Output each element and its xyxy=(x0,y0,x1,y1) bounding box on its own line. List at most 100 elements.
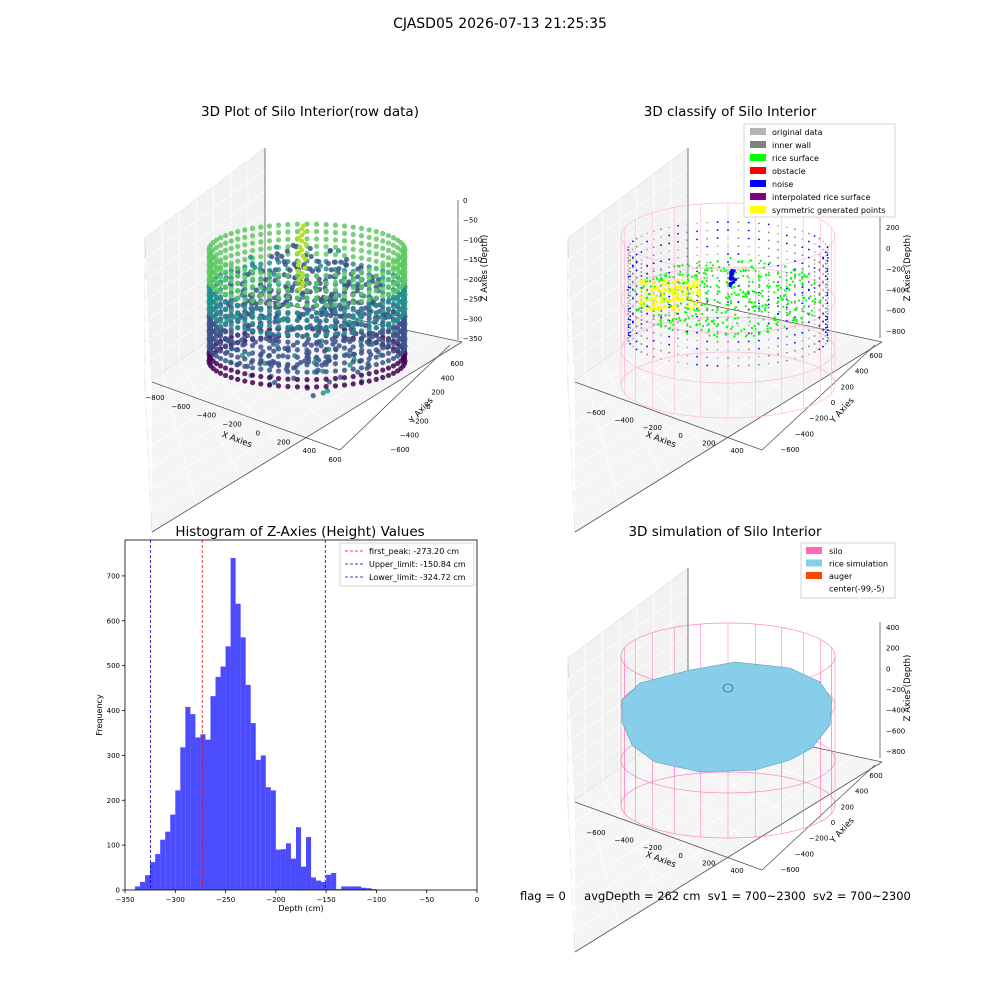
p2-point xyxy=(822,289,825,292)
p1-point xyxy=(366,326,372,332)
p2-point xyxy=(727,293,729,295)
p1-point xyxy=(385,358,392,364)
p3-bar xyxy=(295,827,301,890)
p1-point xyxy=(266,271,273,277)
p1-y-axis xyxy=(339,344,451,451)
p2-point xyxy=(824,262,827,265)
p1-z-tick: 0 xyxy=(463,197,467,205)
p4-grid-line xyxy=(619,768,707,871)
p2-point xyxy=(686,354,689,357)
p1-point xyxy=(235,236,241,242)
p1-point xyxy=(217,318,224,325)
p1-point xyxy=(249,357,256,364)
p1-point xyxy=(328,292,335,299)
p2-point xyxy=(813,327,816,329)
p1-point xyxy=(287,267,293,273)
p2-point xyxy=(686,314,689,317)
p1-point xyxy=(366,341,372,347)
p2-point xyxy=(795,320,798,323)
p2-point xyxy=(646,264,648,267)
p1-point xyxy=(285,295,291,301)
p1-point xyxy=(294,362,300,368)
p2-point xyxy=(808,272,810,275)
p1-point xyxy=(323,324,329,330)
p1-point xyxy=(344,256,350,263)
p2-grid-line xyxy=(567,169,689,260)
p2-point xyxy=(767,362,770,365)
p2-point xyxy=(703,303,706,306)
p2-point xyxy=(743,295,746,298)
p2-point xyxy=(810,309,813,312)
p1-point xyxy=(280,353,286,359)
p1-point xyxy=(350,254,356,260)
p1-point xyxy=(235,339,241,345)
p1-y-tick: −400 xyxy=(400,432,419,440)
p2-point xyxy=(777,345,779,348)
p2-point xyxy=(659,321,663,324)
p2-point xyxy=(753,309,756,313)
p2-point xyxy=(686,231,689,234)
p2-point xyxy=(696,355,698,358)
p3-x-tick: −150 xyxy=(317,896,336,904)
p2-point xyxy=(742,274,745,278)
p2-point xyxy=(627,284,630,286)
p2-point xyxy=(808,288,810,291)
p2-point xyxy=(757,276,761,279)
p2-point xyxy=(652,230,655,233)
p2-point xyxy=(729,300,733,303)
p1-point xyxy=(332,375,339,382)
p1-point xyxy=(316,258,322,265)
p1-point xyxy=(325,388,331,394)
p2-point xyxy=(822,273,825,276)
p2-point xyxy=(696,279,700,283)
p1-x-tick: 600 xyxy=(328,456,341,464)
p2-point xyxy=(631,328,634,331)
p2-point xyxy=(727,309,729,311)
p4-grid-line xyxy=(567,632,689,722)
p2-point xyxy=(705,297,708,301)
p2-point xyxy=(661,293,665,297)
p1-point xyxy=(341,375,348,381)
p2-point xyxy=(803,273,806,277)
p2-legend-swatch xyxy=(750,128,766,135)
p2-point xyxy=(629,291,632,294)
p2-point xyxy=(746,275,749,278)
p2-point xyxy=(777,288,780,291)
p2-point xyxy=(631,296,634,299)
p2-point xyxy=(785,271,788,274)
p1-point xyxy=(341,245,348,251)
p2-point xyxy=(716,245,719,248)
p2-x-tick: 200 xyxy=(702,439,715,447)
p2-point xyxy=(824,299,827,302)
p2-point xyxy=(706,332,709,335)
p1-point xyxy=(385,291,392,297)
p2-point xyxy=(639,279,642,283)
p2-point xyxy=(747,324,750,327)
p1-point xyxy=(350,292,356,298)
p2-y-tick: −400 xyxy=(795,430,814,438)
p2-point xyxy=(627,292,630,294)
p2-point xyxy=(677,329,679,332)
p1-grid-line xyxy=(144,191,266,281)
p2-point xyxy=(687,302,691,306)
p1-point xyxy=(332,324,339,330)
p2-point xyxy=(689,296,693,300)
p2-grid-line xyxy=(567,212,689,302)
p1-point xyxy=(385,313,392,319)
p2-point xyxy=(795,308,798,311)
p2-point xyxy=(785,258,788,261)
p2-point xyxy=(735,293,738,296)
p4-z-tick: −600 xyxy=(886,727,905,735)
p1-point xyxy=(272,267,278,273)
p1-point xyxy=(390,281,397,288)
p2-point xyxy=(640,259,643,261)
p2-point xyxy=(677,272,679,275)
p2-x-axis-line xyxy=(574,341,883,533)
p2-point xyxy=(822,280,825,283)
p2-point xyxy=(758,254,760,257)
p1-point xyxy=(380,330,386,336)
p1-point xyxy=(332,301,339,308)
p1-point xyxy=(358,291,365,297)
p2-point xyxy=(627,265,629,267)
p2-point xyxy=(808,345,810,348)
